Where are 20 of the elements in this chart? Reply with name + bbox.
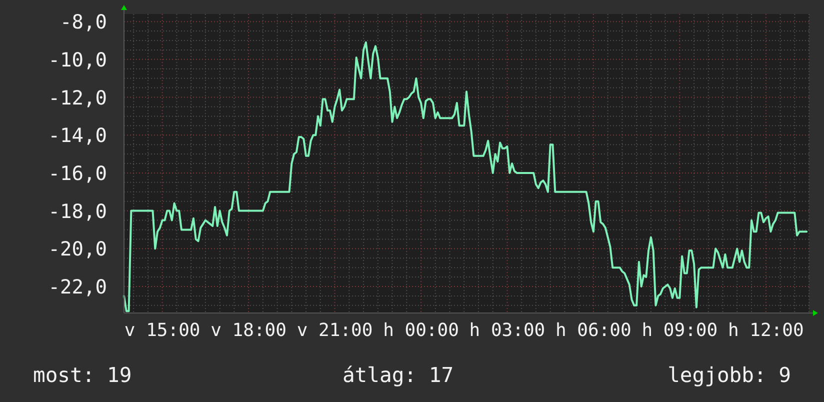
text: most: 19: [33, 363, 132, 387]
x-tick-label: v 18:00: [210, 320, 286, 340]
x-tick-label: h 09:00: [642, 320, 718, 340]
y-tick-label: -8,0: [60, 10, 107, 34]
x-tick-label: h 03:00: [469, 320, 546, 340]
y-tick-label: -14,0: [48, 124, 107, 147]
y-tick-label: -22,0: [48, 275, 107, 298]
text: legjobb: 9: [668, 363, 791, 387]
x-tick-label: v 15:00: [124, 320, 200, 340]
y-tick-label: -16,0: [48, 161, 107, 184]
y-tick-label: -10,0: [48, 48, 107, 71]
text: átlag: 17: [342, 363, 454, 387]
y-tick-label: -12,0: [48, 86, 107, 109]
x-tick-label: h 12:00: [728, 320, 804, 340]
y-tick-label: -18,0: [48, 199, 107, 222]
line-series: [123, 41, 808, 312]
x-tick-label: h 06:00: [556, 320, 632, 340]
x-tick-label: v 21:00: [296, 320, 373, 340]
y-tick-label: -20,0: [48, 237, 107, 260]
x-tick-label: h 00:00: [383, 320, 459, 340]
